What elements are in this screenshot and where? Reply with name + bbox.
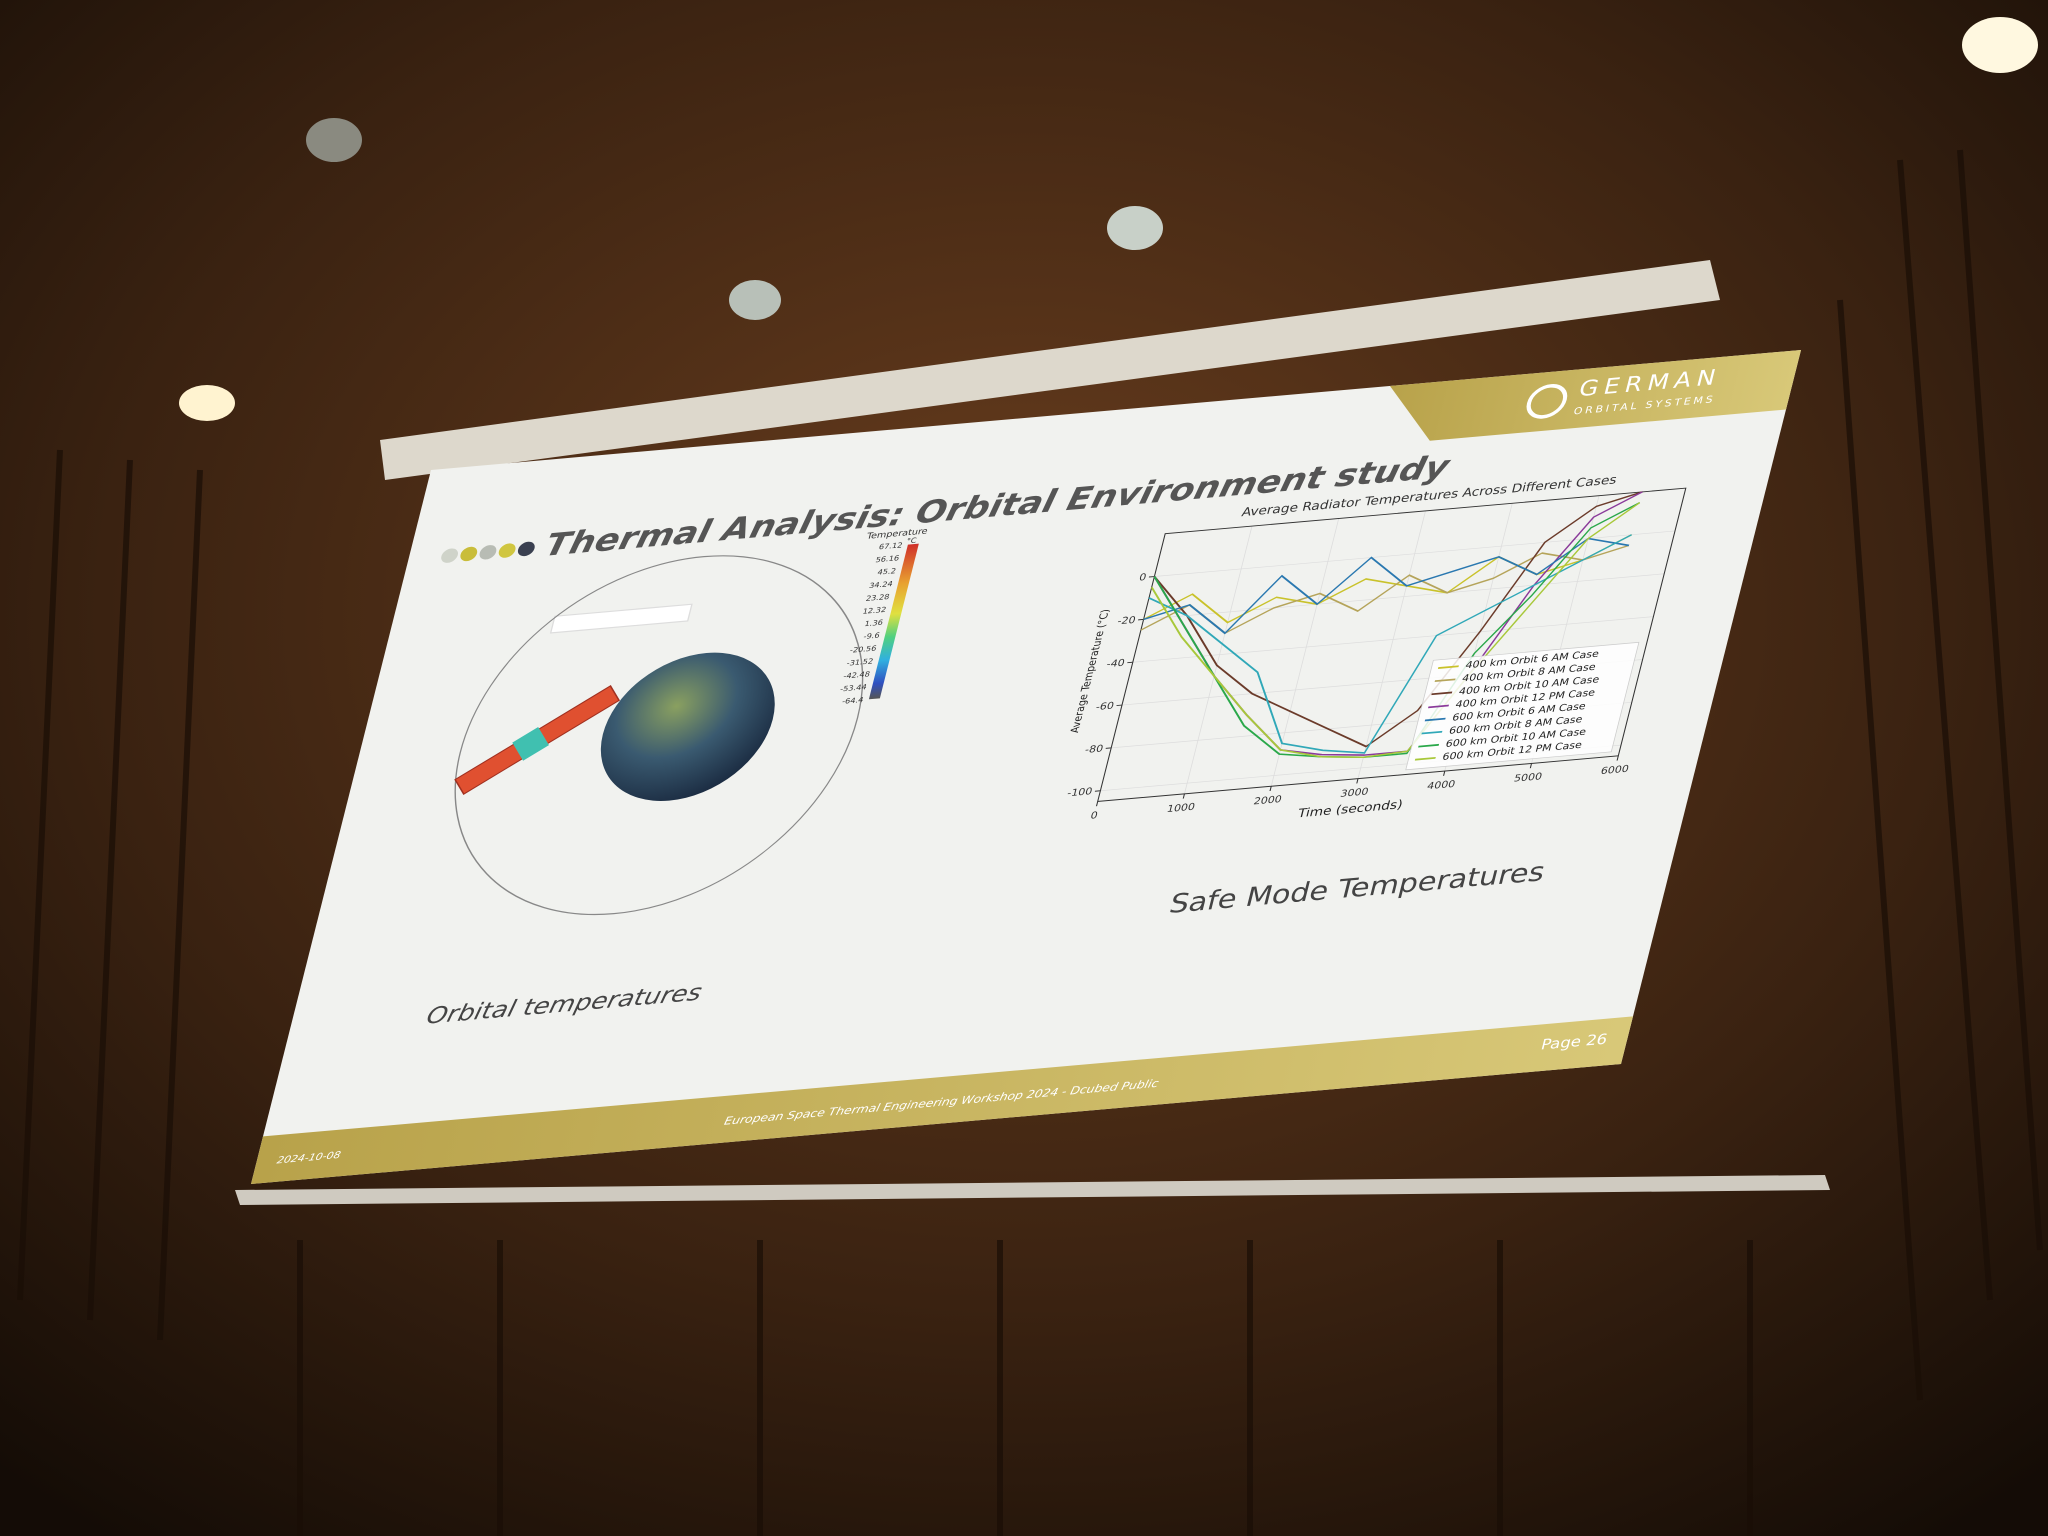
x-tick bbox=[1443, 771, 1446, 776]
wood-slats bbox=[17, 149, 2043, 1536]
colorbar-label: 1.36 bbox=[864, 618, 884, 628]
x-tick-label: 2000 bbox=[1252, 794, 1283, 807]
toolbar bbox=[549, 603, 693, 634]
legend-swatch bbox=[1421, 730, 1443, 735]
title-dots bbox=[441, 541, 535, 563]
colorbar-label: -9.6 bbox=[863, 631, 881, 641]
plot-frame bbox=[1097, 487, 1687, 802]
screen-housing bbox=[380, 260, 1720, 480]
x-tick-label: 1000 bbox=[1166, 801, 1197, 814]
y-tick-label: -80 bbox=[1084, 743, 1105, 756]
colorbar-unit: °C bbox=[906, 536, 918, 545]
colorbar-label: 34.24 bbox=[868, 580, 894, 590]
x-tick-label: 6000 bbox=[1599, 763, 1630, 776]
colorbar-label: -20.56 bbox=[849, 644, 878, 655]
footer-band bbox=[250, 1016, 1633, 1185]
colorbar-label: -42.48 bbox=[842, 670, 871, 681]
legend-swatch bbox=[1418, 743, 1440, 748]
y-tick-label: 0 bbox=[1138, 572, 1148, 584]
legend-swatch bbox=[1434, 678, 1456, 683]
satellite bbox=[454, 685, 620, 795]
colorbar-labels: 67.12 56.16 45.2 34.24 23.28 12.32 1.36 -9.6 -20… bbox=[839, 541, 904, 706]
colorbar-label: -31.52 bbox=[846, 657, 875, 668]
x-tick-label: 3000 bbox=[1339, 786, 1370, 799]
x-tick bbox=[1182, 793, 1186, 799]
earth bbox=[600, 652, 775, 801]
orbit-path bbox=[454, 555, 864, 916]
series-line bbox=[1153, 491, 1643, 748]
ceiling-lights bbox=[179, 17, 2038, 421]
grid-line bbox=[1357, 510, 1426, 779]
y-tick-label: -60 bbox=[1095, 700, 1116, 713]
y-tick-label: -100 bbox=[1066, 786, 1094, 799]
grid-line bbox=[1270, 518, 1340, 787]
legend-swatch bbox=[1437, 665, 1459, 669]
colorbar-label: -64.4 bbox=[841, 696, 864, 706]
screen-bar bbox=[235, 1175, 1830, 1205]
footer-page: Page 26 bbox=[1539, 1030, 1609, 1053]
series-line bbox=[1150, 502, 1641, 759]
colorbar-label: -53.44 bbox=[839, 683, 868, 694]
colorbar-label: 23.28 bbox=[865, 593, 891, 603]
x-tick bbox=[1356, 778, 1359, 784]
legend-swatch bbox=[1424, 717, 1446, 722]
colorbar-label: 45.2 bbox=[877, 567, 897, 577]
legend-swatch bbox=[1428, 704, 1450, 709]
y-tick-label: -40 bbox=[1105, 657, 1126, 670]
x-tick-label: 5000 bbox=[1513, 771, 1544, 784]
colorbar-label: 56.16 bbox=[875, 554, 901, 564]
series-line bbox=[1143, 537, 1630, 635]
x-tick bbox=[1269, 786, 1272, 792]
legend-swatch bbox=[1414, 756, 1436, 761]
y-tick-label: -20 bbox=[1116, 615, 1137, 628]
colorbar-label: 67.12 bbox=[878, 541, 904, 551]
series-line bbox=[1148, 534, 1632, 754]
colorbar bbox=[868, 543, 919, 700]
grid-line bbox=[1184, 526, 1253, 794]
x-tick bbox=[1095, 801, 1099, 807]
orbit-view bbox=[454, 555, 864, 916]
logo-mark bbox=[1526, 384, 1568, 419]
legend-box bbox=[1405, 641, 1640, 771]
x-tick-label: 4000 bbox=[1426, 779, 1457, 792]
slide: GERMAN ORBITAL SYSTEMS Thermal Analysis:… bbox=[250, 349, 1802, 1185]
logo-band bbox=[1390, 349, 1802, 441]
x-tick-label: 0 bbox=[1089, 810, 1099, 822]
legend-swatch bbox=[1431, 691, 1453, 696]
x-tick bbox=[1616, 755, 1619, 761]
colorbar-label: 12.32 bbox=[862, 605, 888, 615]
x-tick bbox=[1529, 763, 1533, 769]
series-line bbox=[1143, 534, 1632, 624]
